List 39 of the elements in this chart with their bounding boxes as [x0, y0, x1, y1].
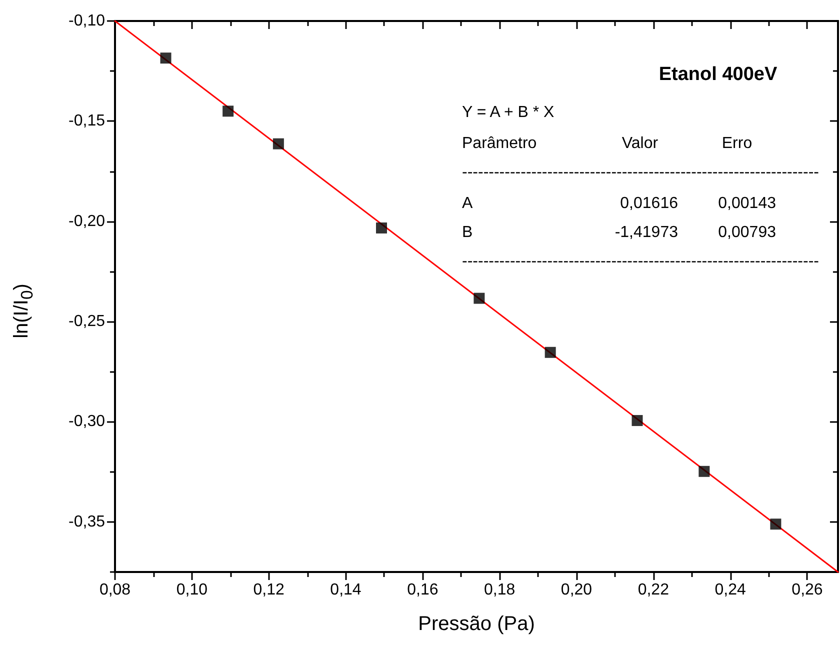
annotation: A	[462, 195, 473, 213]
point	[698, 466, 710, 477]
point	[770, 518, 782, 530]
x-tick-label: 0,12	[253, 582, 284, 598]
point	[272, 138, 284, 150]
y-tick-label: -0,15	[68, 112, 106, 130]
x-tick-label: 0,26	[792, 582, 823, 598]
annotation: 0,01616	[619, 195, 678, 213]
x-tick-label: 0,08	[99, 582, 131, 598]
annotation: -1,41973	[614, 224, 678, 242]
point	[544, 346, 556, 358]
point	[376, 222, 388, 234]
annotation: Valor	[620, 135, 660, 153]
y-tick-label: -0,20	[68, 212, 106, 230]
annotation: -------------------------------------------------------------------	[462, 253, 819, 271]
y-tick-label: -0,25	[68, 313, 106, 330]
point	[222, 106, 234, 117]
annotation: 0,00793	[718, 224, 776, 241]
annotation: 0,00143	[718, 195, 776, 212]
annotation: Parâmetro	[462, 135, 537, 153]
x-tick-label: 0,16	[407, 582, 438, 598]
y-tick-label: -0,35	[68, 513, 106, 530]
point	[632, 415, 643, 426]
y-tick-label: -0,30	[68, 413, 106, 430]
x-axis-title: Pressão (Pa)	[418, 613, 535, 635]
x-tick-label: 0,24	[714, 582, 746, 598]
x-tick-label: 0,20	[560, 582, 592, 598]
point	[160, 52, 172, 64]
y-tick-label: -0,10	[68, 12, 106, 30]
annotation: Y = A + B * X	[462, 104, 554, 122]
x-tick-label: 0,18	[484, 582, 516, 598]
annotation: -------------------------------------------------------------------	[462, 164, 819, 182]
x-tick-label: 0,22	[638, 582, 670, 598]
x-tick-label: 0,10	[176, 582, 208, 598]
text: Etanol 400eV	[658, 64, 778, 85]
x-tick-label: 0,14	[330, 582, 362, 598]
annotation: B	[462, 224, 473, 242]
point	[474, 292, 485, 304]
annotation: Erro	[720, 135, 754, 153]
